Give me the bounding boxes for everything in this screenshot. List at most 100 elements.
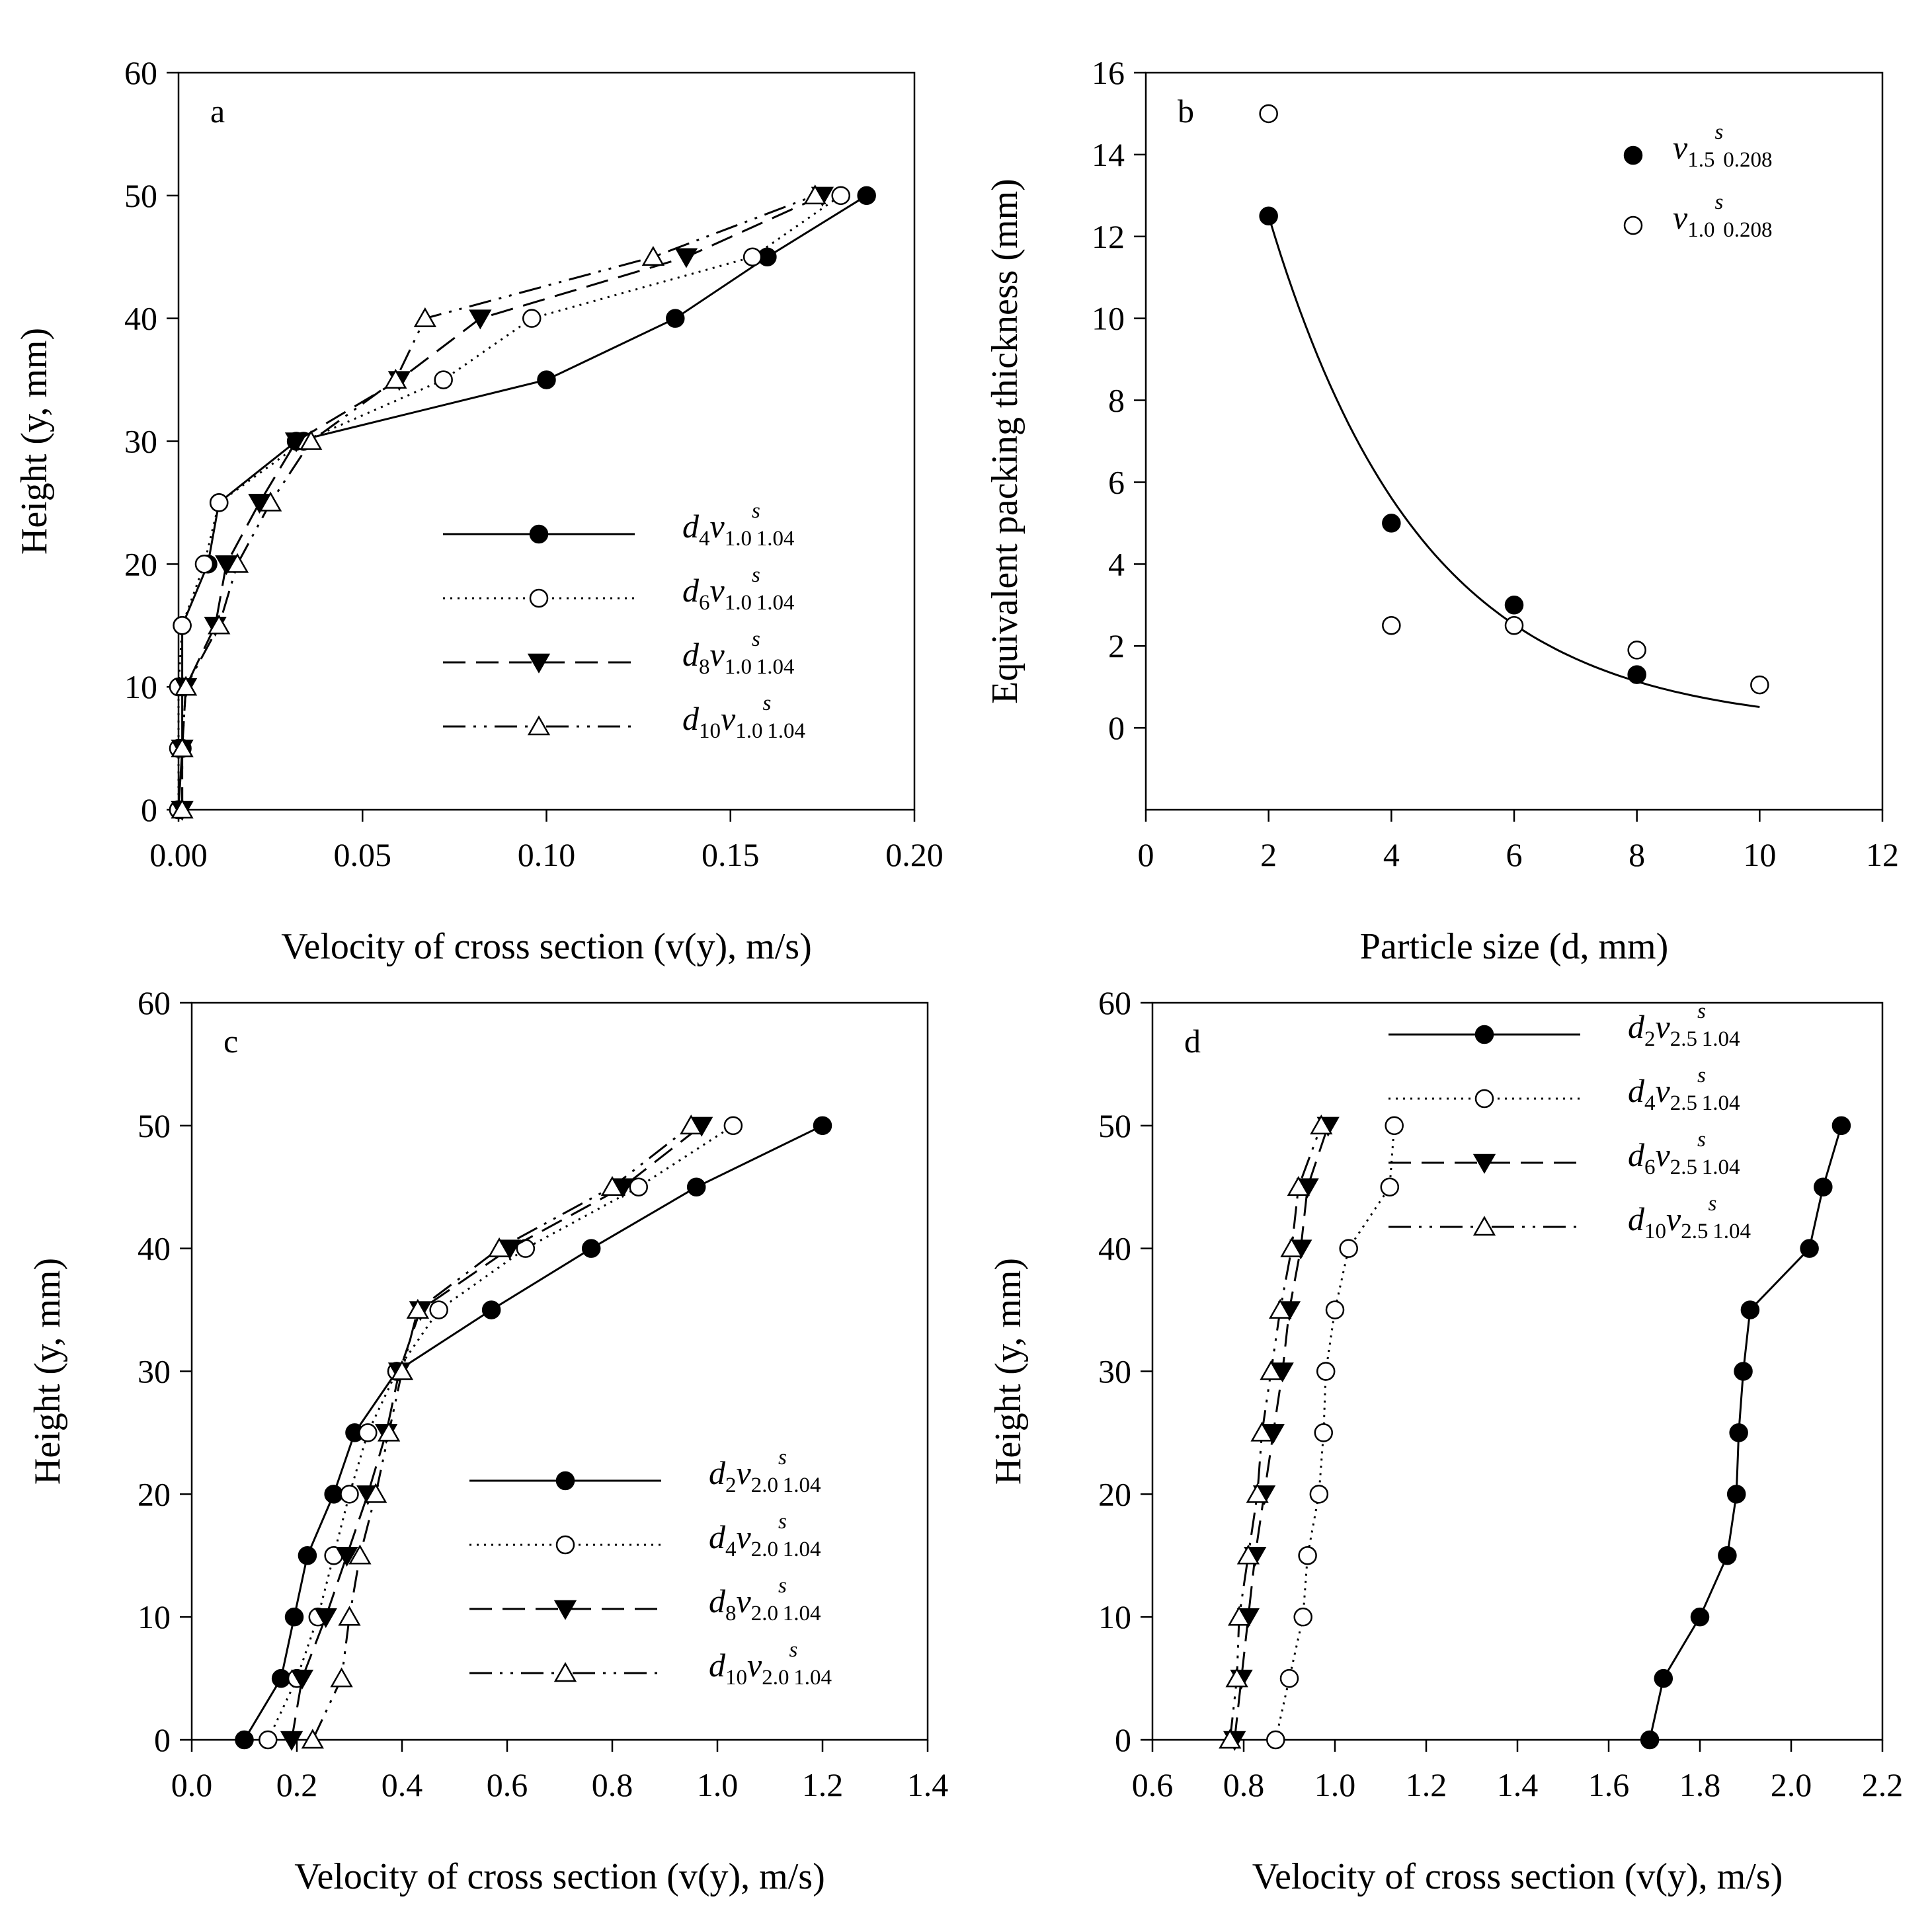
data-point xyxy=(1280,1237,1303,1257)
data-point xyxy=(340,1485,359,1504)
legend-label: d4v2.5s 1.04 xyxy=(1628,1064,1740,1115)
data-point xyxy=(259,491,282,512)
data-point xyxy=(487,1237,511,1257)
legend-label: d2v2.0s 1.04 xyxy=(709,1446,821,1497)
data-point xyxy=(1219,1729,1242,1749)
y-tick-label: 12 xyxy=(1092,218,1125,255)
data-point xyxy=(1718,1546,1737,1565)
x-tick-label: 1.6 xyxy=(1588,1766,1630,1803)
x-tick-label: 0.4 xyxy=(382,1766,423,1803)
legend-marker xyxy=(529,588,549,608)
data-point xyxy=(364,1483,387,1503)
legend-entry: d4v2.0s 1.04 xyxy=(469,1510,821,1561)
data-point xyxy=(481,1300,501,1319)
data-point xyxy=(194,555,214,574)
legend-entry: d2v2.0s 1.04 xyxy=(469,1446,821,1497)
data-point xyxy=(348,1544,372,1565)
legend-entry: v1.5s0.208 xyxy=(1623,120,1773,172)
data-point xyxy=(298,1546,317,1565)
x-tick-label: 0.10 xyxy=(518,836,576,873)
data-point xyxy=(803,184,826,205)
legend-entry: d8v1.0s 1.04 xyxy=(443,627,795,679)
legend-label: d6v2.5s 1.04 xyxy=(1628,1128,1740,1179)
data-point xyxy=(1800,1239,1819,1258)
legend-marker xyxy=(1474,1089,1494,1109)
y-tick-label: 0 xyxy=(1115,1721,1131,1758)
data-point xyxy=(1385,1116,1404,1136)
data-point xyxy=(537,370,556,389)
y-tick-label: 50 xyxy=(1098,1107,1131,1144)
data-point xyxy=(666,309,685,328)
series-line xyxy=(177,194,867,810)
data-point xyxy=(1259,206,1278,226)
x-tick-label: 1.4 xyxy=(907,1766,949,1803)
x-tick-label: 2 xyxy=(1260,836,1277,873)
data-point xyxy=(1814,1177,1833,1196)
y-tick-label: 60 xyxy=(138,984,171,1021)
x-tick-label: 4 xyxy=(1383,836,1400,873)
y-tick-label: 14 xyxy=(1092,136,1125,173)
data-point xyxy=(1266,1730,1285,1750)
legend-marker xyxy=(1623,215,1643,235)
series-d2v2.0vs1.04 xyxy=(235,1116,832,1750)
data-point xyxy=(1734,1362,1753,1381)
data-point xyxy=(429,1300,448,1319)
legend-marker xyxy=(1474,1025,1494,1044)
legend-label: d10v1.0s 1.04 xyxy=(682,691,805,743)
data-point xyxy=(1740,1300,1760,1319)
data-point xyxy=(1279,1668,1299,1688)
y-tick-label: 10 xyxy=(124,668,157,705)
data-point xyxy=(290,1669,314,1690)
data-point xyxy=(1627,641,1646,660)
x-tick-label: 10 xyxy=(1743,836,1776,873)
data-point xyxy=(301,1729,325,1749)
data-point xyxy=(280,1731,303,1751)
legend-marker xyxy=(1472,1154,1496,1174)
series-d4v2.5vs1.04 xyxy=(1266,1116,1404,1750)
x-tick-label: 0.00 xyxy=(149,836,208,873)
data-point xyxy=(406,1298,430,1319)
data-point xyxy=(1504,596,1524,615)
data-point xyxy=(1339,1239,1358,1258)
legend-label: v1.5s0.208 xyxy=(1673,120,1773,172)
data-point xyxy=(1382,616,1401,635)
data-point xyxy=(600,1175,624,1196)
legend-marker xyxy=(1472,1216,1496,1236)
x-tick-label: 1.2 xyxy=(802,1766,844,1803)
data-point xyxy=(1729,1423,1748,1442)
y-tick-label: 30 xyxy=(138,1353,171,1390)
data-point xyxy=(1298,1546,1317,1565)
legend-label: d8v2.0s 1.04 xyxy=(709,1574,821,1625)
y-axis-title: Height (y, mm) xyxy=(27,1258,68,1485)
legend-marker xyxy=(555,1535,575,1555)
series-line xyxy=(290,1124,703,1741)
data-point xyxy=(1640,1730,1660,1750)
series-v1.0vs0.208 xyxy=(1259,104,1769,695)
y-tick-label: 30 xyxy=(124,423,157,460)
data-point xyxy=(857,186,876,206)
data-point xyxy=(1269,1298,1292,1319)
legend-marker xyxy=(529,524,549,544)
y-tick-label: 10 xyxy=(138,1598,171,1635)
y-tick-label: 2 xyxy=(1108,627,1125,664)
y-tick-label: 20 xyxy=(1098,1475,1131,1512)
data-point xyxy=(377,1421,401,1442)
data-point xyxy=(1316,1362,1336,1381)
y-tick-label: 20 xyxy=(138,1475,171,1512)
y-tick-label: 50 xyxy=(124,177,157,214)
data-point xyxy=(1504,616,1524,635)
legend-entry: d8v2.0s 1.04 xyxy=(469,1574,821,1625)
data-point xyxy=(1831,1116,1851,1136)
legend-label: d2v2.5s 1.04 xyxy=(1628,999,1740,1051)
y-axis-title: Height (y, mm) xyxy=(14,328,55,555)
data-point xyxy=(581,1239,601,1258)
data-point xyxy=(174,676,198,696)
x-tick-label: 0.0 xyxy=(171,1766,213,1803)
panel-letter: c xyxy=(223,1023,238,1060)
x-tick-label: 0.6 xyxy=(487,1766,528,1803)
data-point xyxy=(641,245,665,266)
data-point xyxy=(686,1177,706,1196)
data-point xyxy=(1246,1483,1269,1503)
y-tick-label: 30 xyxy=(1098,1353,1131,1390)
legend-label: d8v1.0s 1.04 xyxy=(682,627,795,679)
